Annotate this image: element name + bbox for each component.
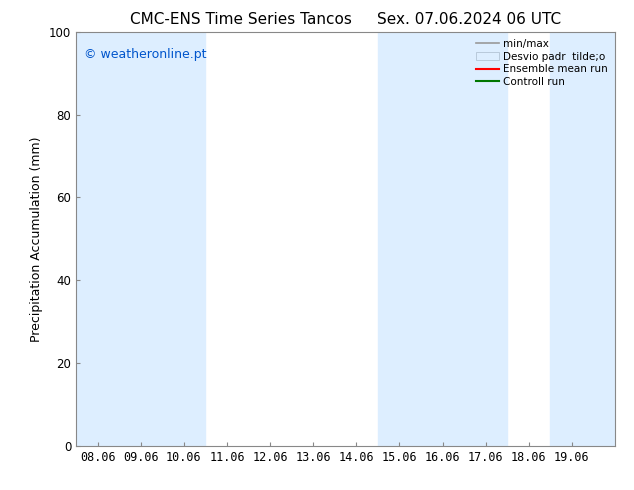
Text: CMC-ENS Time Series Tancos: CMC-ENS Time Series Tancos [130,12,352,27]
Legend: min/max, Desvio padr  tilde;o, Ensemble mean run, Controll run: min/max, Desvio padr tilde;o, Ensemble m… [474,37,610,89]
Bar [550,32,615,446]
Text: Sex. 07.06.2024 06 UTC: Sex. 07.06.2024 06 UTC [377,12,561,27]
Bar [76,32,205,446]
Y-axis label: Precipitation Accumulation (mm): Precipitation Accumulation (mm) [30,136,43,342]
Bar [378,32,507,446]
Text: © weatheronline.pt: © weatheronline.pt [84,49,207,61]
